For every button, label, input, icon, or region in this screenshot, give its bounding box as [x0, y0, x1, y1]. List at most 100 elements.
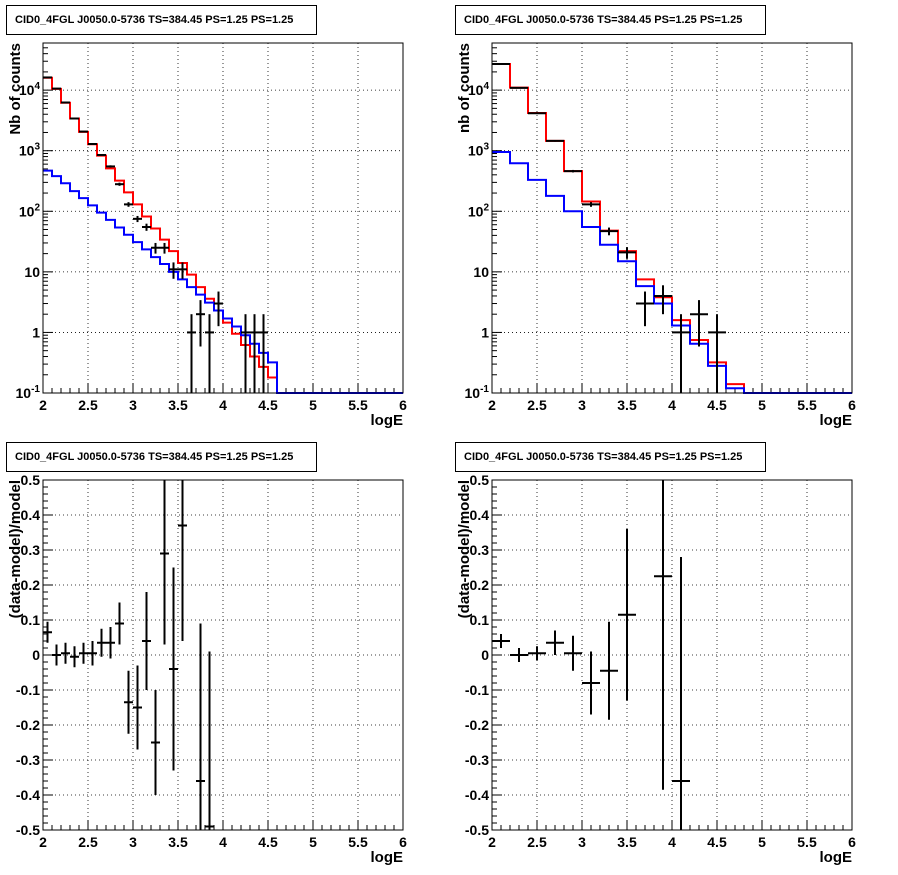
y-tick-label: 0.5: [21, 472, 41, 488]
chart-title: CID0_4FGL J0050.0-5736 TS=384.45 PS=1.25…: [455, 5, 766, 35]
data-point: [564, 169, 582, 173]
data-point: [528, 646, 546, 661]
y-tick-label: 104: [468, 81, 490, 98]
x-tick-label: 2: [488, 834, 496, 850]
data-point: [142, 223, 151, 231]
x-tick-label: 6: [848, 834, 856, 850]
data-point: [169, 262, 178, 279]
data-point: [79, 130, 88, 133]
data-point: [43, 621, 52, 643]
data-point: [546, 630, 564, 655]
data-point: [151, 242, 160, 254]
pad-residuals-coarse: CID0_4FGL J0050.0-5736 TS=384.45 PS=1.25…: [449, 437, 898, 875]
x-tick-label: 3: [578, 397, 586, 413]
y-tick-label: -0.4: [465, 787, 489, 803]
pad-residuals-fine: CID0_4FGL J0050.0-5736 TS=384.45 PS=1.25…: [0, 437, 449, 875]
y-tick-label: 0.5: [470, 472, 490, 488]
y-tick-labels: -0.5 -0.4 -0.3 -0.2 -0.1 0 0.1 0.2 0.3 0.4 0.5: [16, 472, 40, 838]
x-tick-label: 2.5: [78, 397, 98, 413]
grid: [43, 43, 403, 393]
x-tick-label: 5.5: [797, 834, 817, 850]
x-tick-label: 3.5: [617, 834, 637, 850]
data-point: [250, 314, 259, 393]
y-axis-title: Nb of counts: [7, 43, 24, 135]
data-point: [672, 557, 690, 830]
data-point: [106, 165, 115, 168]
x-tick-labels: 2 2.5 3 3.5 4 4.5 5 5.5 6: [39, 397, 407, 413]
y-tick-label: -0.5: [16, 822, 40, 838]
data-point: [79, 642, 88, 664]
y-tick-label: 1: [32, 324, 40, 340]
pad-counts-coarse: CID0_4FGL J0050.0-5736 TS=384.45 PS=1.25…: [449, 0, 898, 437]
x-tick-label: 2.5: [527, 834, 547, 850]
data-points: [492, 63, 726, 393]
x-tick-labels: 2 2.5 3 3.5 4 4.5 5 5.5 6: [39, 834, 407, 850]
chart-svg: 2 2.5 3 3.5 4 4.5 5 5.5 6 10-1 1 10 102 103 104 logE nb …: [456, 42, 856, 429]
data-point: [600, 227, 618, 236]
plot-frame: [491, 479, 853, 831]
y-tick-label: 0.4: [470, 507, 490, 523]
x-tick-label: 5.5: [348, 397, 368, 413]
data-point: [654, 285, 672, 315]
data-point: [528, 112, 546, 115]
y-tick-label: 104: [19, 81, 41, 98]
data-point: [169, 567, 178, 771]
y-tick-label: 10-1: [465, 384, 490, 401]
plot-frame: [42, 479, 404, 831]
x-tick-label: 4.5: [258, 397, 278, 413]
x-axis-title: logE: [820, 412, 853, 429]
y-tick-label: -0.1: [16, 682, 40, 698]
y-tick-label: 10-1: [16, 384, 41, 401]
y-axis-title: (data-model)/model: [456, 480, 473, 618]
y-tick-label: 10: [473, 264, 489, 280]
y-tick-label: 0.1: [21, 612, 41, 628]
data-point: [690, 300, 708, 347]
chart-title: CID0_4FGL J0050.0-5736 TS=384.45 PS=1.25…: [455, 442, 766, 472]
data-point: [124, 202, 133, 207]
data-point: [70, 646, 79, 668]
y-tick-label: 0.1: [470, 612, 490, 628]
data-point: [672, 314, 690, 393]
data-point: [582, 651, 600, 715]
y-tick-label: -0.2: [16, 717, 40, 733]
data-point: [618, 247, 636, 259]
data-point: [178, 262, 187, 279]
y-tick-label: -0.1: [465, 682, 489, 698]
data-point: [97, 628, 106, 657]
x-tick-label: 4.5: [707, 397, 727, 413]
y-tick-label: 103: [19, 142, 41, 159]
y-tick-label: 0.4: [21, 507, 41, 523]
chart-svg: 2 2.5 3 3.5 4 4.5 5 5.5 6 10-1 1 10 102 103 104 logE Nb …: [7, 42, 407, 429]
y-tick-labels: 10-1 1 10 102 103 104: [16, 81, 41, 401]
chart-svg: 2 2.5 3 3.5 4 4.5 5 5.5 6 -0.5 -0.4 -0.3 -0.2 -0.1 0 0.…: [7, 472, 407, 866]
data-point: [187, 314, 196, 393]
y-axis-title: nb of counts: [456, 43, 473, 133]
data-point: [133, 215, 142, 223]
data-points: [43, 480, 214, 830]
y-tick-label: -0.5: [465, 822, 489, 838]
pad-counts-fine: CID0_4FGL J0050.0-5736 TS=384.45 PS=1.25…: [0, 0, 449, 437]
series-line: [492, 151, 852, 394]
grid: [43, 480, 403, 830]
x-tick-label: 3: [578, 834, 586, 850]
data-point: [636, 291, 654, 327]
data-point: [97, 153, 106, 156]
data-point: [151, 690, 160, 795]
x-tick-label: 4: [219, 397, 227, 413]
data-point: [133, 665, 142, 750]
data-point: [510, 86, 528, 89]
x-tick-label: 2: [488, 397, 496, 413]
x-tick-label: 3.5: [168, 834, 188, 850]
data-point: [205, 651, 214, 830]
data-point: [708, 314, 726, 393]
x-tick-label: 4.5: [707, 834, 727, 850]
x-tick-label: 2.5: [78, 834, 98, 850]
y-tick-labels: -0.5 -0.4 -0.3 -0.2 -0.1 0 0.1 0.2 0.3 0.4 0.5: [465, 472, 489, 838]
x-tick-label: 5: [758, 834, 766, 850]
data-point: [582, 202, 600, 207]
data-point: [88, 641, 97, 666]
data-point: [618, 529, 636, 701]
data-points: [43, 76, 268, 393]
data-points: [492, 480, 690, 830]
x-tick-label: 3.5: [617, 397, 637, 413]
